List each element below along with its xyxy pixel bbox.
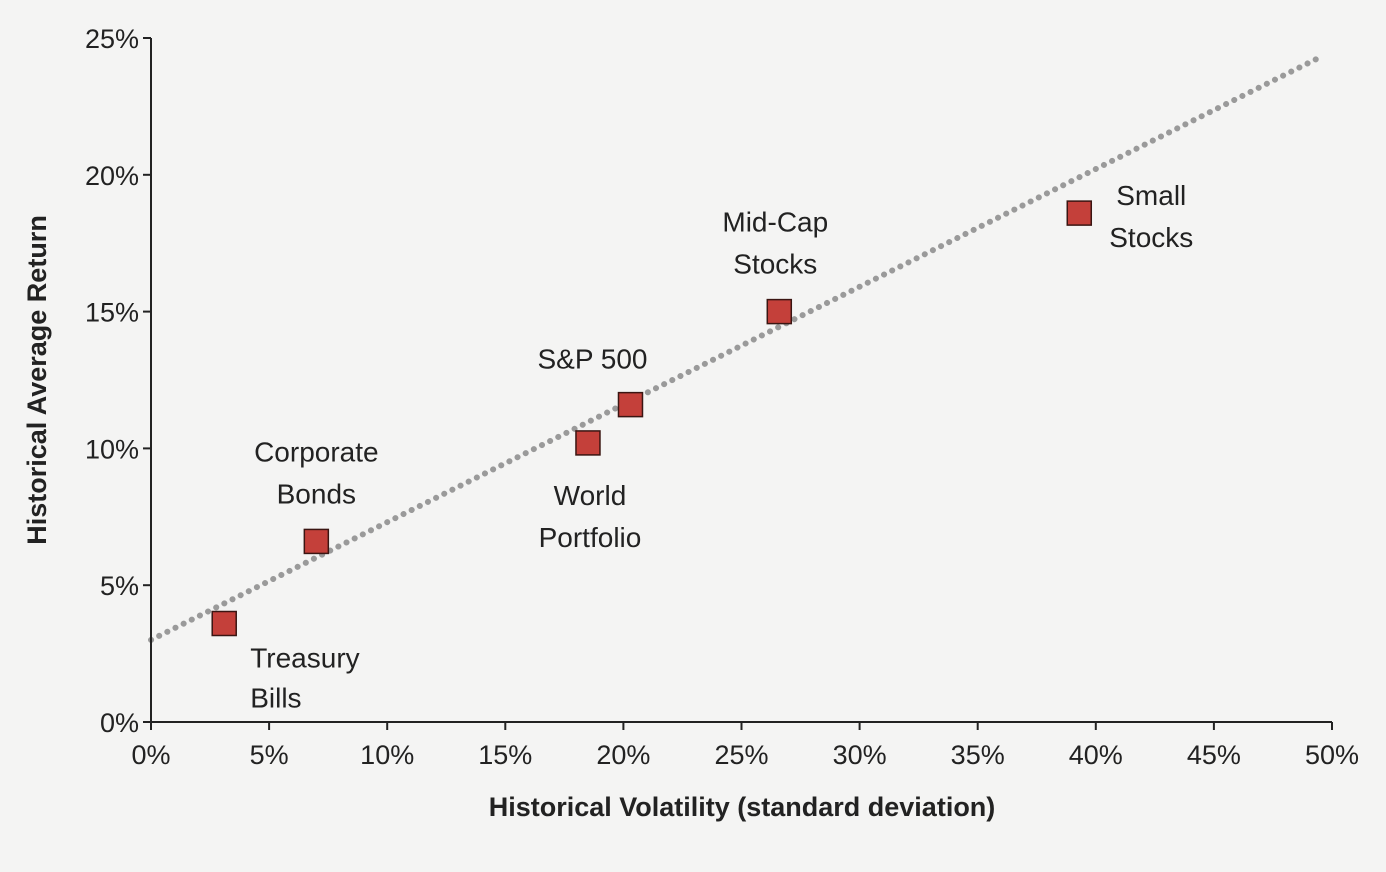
x-ticks: 0% 5% 10% 15% 20% 25% 30% 35% 40% 45% 50% [131, 722, 1359, 770]
x-tick-label: 35% [951, 740, 1005, 770]
data-point-label: Stocks [1109, 222, 1193, 253]
x-tick-label: 5% [250, 740, 289, 770]
point-labels: Treasury Bills Corporate Bonds World Portfoli… [250, 180, 1193, 713]
y-tick-label: 10% [85, 434, 139, 464]
x-tick-label: 40% [1069, 740, 1123, 770]
data-point-label: Bonds [277, 478, 356, 509]
data-point-marker [1066, 200, 1093, 226]
y-tick-label: 20% [85, 161, 139, 191]
data-point-marker [303, 528, 330, 555]
y-tick-label: 5% [100, 571, 139, 601]
x-tick-label: 50% [1305, 740, 1359, 770]
data-point-marker [766, 298, 793, 325]
data-point-label: Bills [250, 683, 301, 714]
y-tick-label: 0% [100, 708, 139, 738]
trend-line [148, 54, 1324, 643]
x-tick-label: 20% [596, 740, 650, 770]
data-point-label: S&P 500 [537, 344, 647, 375]
data-point-label: World [554, 480, 627, 511]
x-tick-label: 10% [360, 740, 414, 770]
data-point-marker [211, 610, 237, 637]
trend-line-layer [148, 54, 1324, 643]
data-points [211, 200, 1093, 637]
x-tick-label: 0% [131, 740, 170, 770]
data-point-label: Portfolio [539, 522, 642, 553]
x-tick-label: 25% [714, 740, 768, 770]
x-tick-label: 45% [1187, 740, 1241, 770]
data-point-marker [617, 391, 644, 418]
y-tick-label: 15% [85, 298, 139, 328]
y-tick-label: 25% [85, 24, 139, 54]
data-point-label: Small [1116, 180, 1186, 211]
data-point-label: Corporate [254, 436, 379, 467]
data-point-label: Mid-Cap [722, 207, 828, 238]
x-tick-label: 30% [833, 740, 887, 770]
x-axis-title: Historical Volatility (standard deviatio… [489, 792, 996, 822]
data-point-marker [575, 430, 601, 456]
y-ticks: 0% 5% 10% 15% 20% 25% [85, 24, 151, 738]
x-tick-label: 15% [478, 740, 532, 770]
data-point-label: Treasury [250, 643, 359, 674]
data-point-label: Stocks [733, 249, 817, 280]
y-axis-title: Historical Average Return [22, 215, 52, 545]
